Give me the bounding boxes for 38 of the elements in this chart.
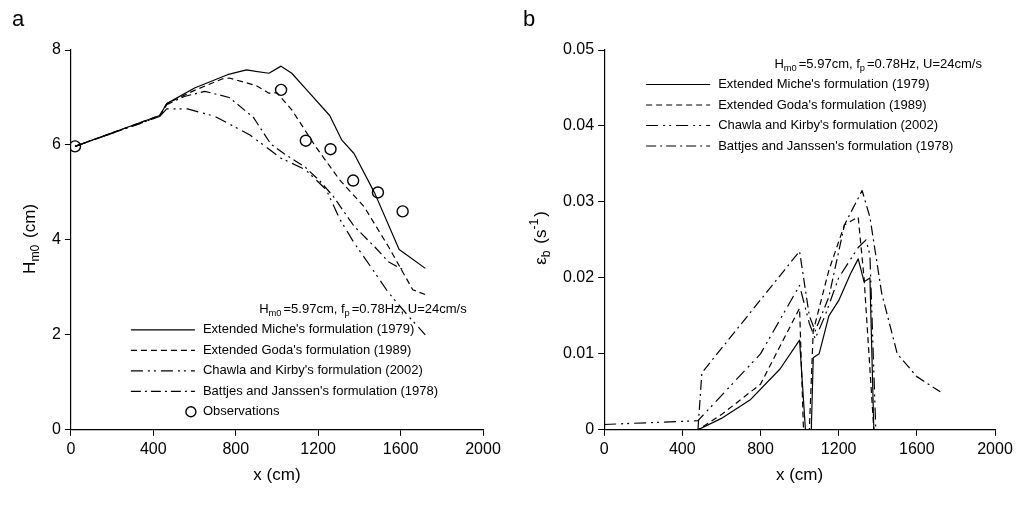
x-tick-label: 2000: [977, 439, 1013, 457]
legend-label: Extended Goda's formulation (1989): [202, 341, 412, 357]
chart-title: a: [12, 6, 25, 32]
legend-label: Extended Miche's formulation (1979): [202, 321, 415, 337]
y-tick-label: 0.04: [563, 116, 595, 134]
y-tick-label: 2: [51, 325, 61, 343]
x-tick-label: 0: [599, 439, 609, 457]
legend-label: Battjes and Janssen's formulation (1978): [202, 382, 439, 398]
y-tick-label: 0.02: [563, 268, 595, 286]
legend-label: Extended Goda's formulation (1989): [718, 96, 927, 112]
y-axis-title: εb (s-1): [527, 210, 554, 265]
y-tick-label: 8: [51, 40, 61, 58]
legend-label: Observations: [202, 403, 280, 419]
y-tick-label: 0: [51, 420, 61, 438]
x-tick-label: 800: [747, 439, 774, 457]
legend-label: Battjes and Janssen's formulation (1978): [718, 137, 954, 153]
y-tick-label: 0.01: [563, 344, 595, 362]
x-axis-title: x (cm): [253, 465, 301, 485]
x-tick-label: 1200: [820, 439, 857, 457]
x-tick-label: 1600: [382, 439, 419, 457]
x-tick-label: 800: [222, 439, 250, 457]
x-tick-label: 2000: [465, 439, 501, 457]
legend-label: Extended Miche's formulation (1979): [718, 76, 930, 92]
x-tick-label: 0: [66, 439, 76, 457]
y-tick-label: 4: [51, 230, 61, 248]
x-axis-title: x (cm): [775, 465, 824, 485]
y-axis-title: Hm0 (cm): [19, 203, 43, 274]
y-tick-label: 0: [585, 420, 595, 438]
legend-label: Chawla and Kirby's formulation (2002): [718, 117, 939, 133]
x-tick-label: 1200: [300, 439, 337, 457]
chart-title: b: [523, 6, 536, 32]
x-tick-label: 400: [668, 439, 696, 457]
x-tick-label: 1600: [899, 439, 935, 457]
legend-label: Chawla and Kirby's formulation (2002): [202, 362, 423, 378]
y-tick-label: 0.03: [563, 192, 595, 210]
y-tick-label: 0.05: [563, 40, 595, 58]
y-tick-label: 6: [51, 135, 61, 153]
x-tick-label: 400: [139, 439, 167, 457]
